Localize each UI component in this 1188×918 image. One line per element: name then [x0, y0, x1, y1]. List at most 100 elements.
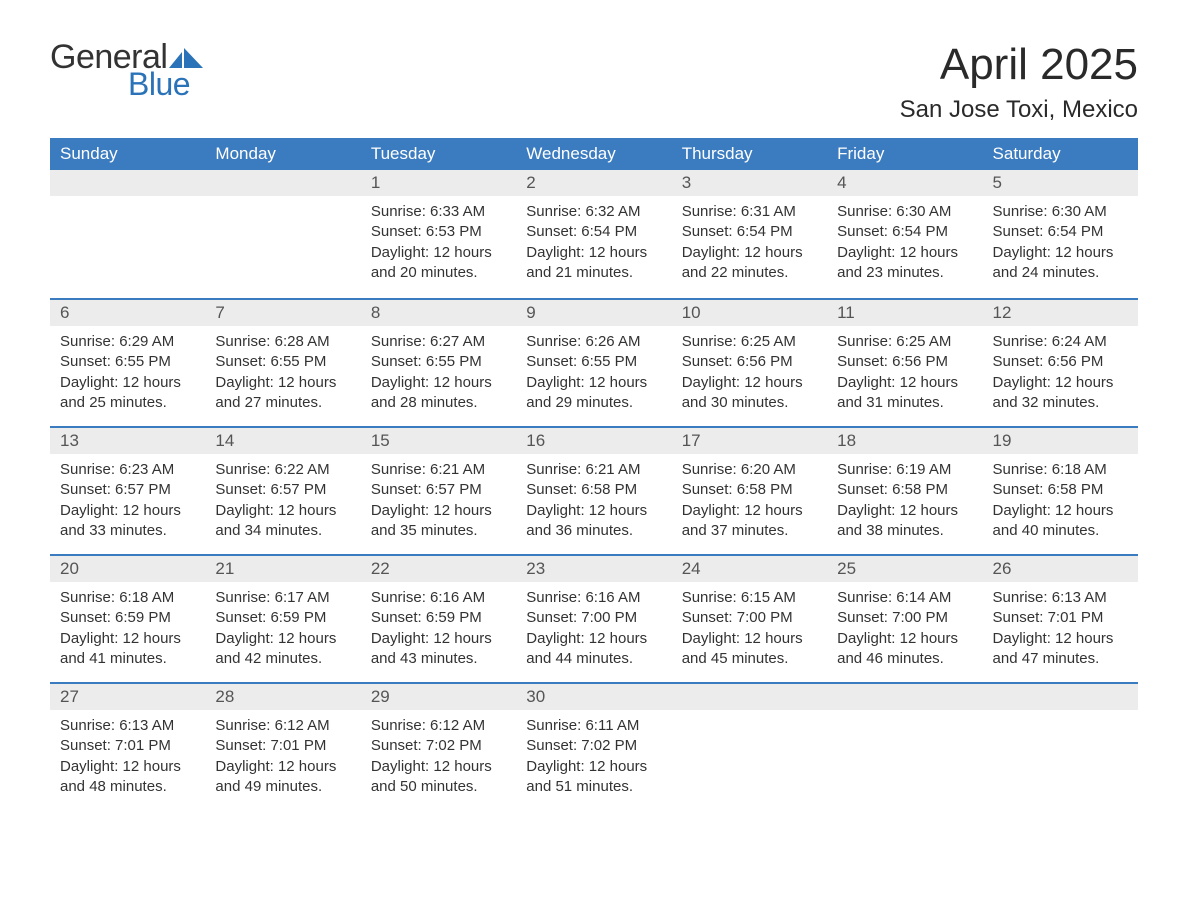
day-line-sunrise: Sunrise: 6:26 AM: [526, 332, 661, 352]
day-line-dl2: and 38 minutes.: [837, 521, 972, 541]
calendar-day: 14Sunrise: 6:22 AMSunset: 6:57 PMDayligh…: [205, 428, 360, 554]
day-line-dl2: and 49 minutes.: [215, 777, 350, 797]
day-number: 13: [50, 428, 205, 454]
day-line-sunrise: Sunrise: 6:19 AM: [837, 460, 972, 480]
day-line-sunrise: Sunrise: 6:14 AM: [837, 588, 972, 608]
day-line-dl1: Daylight: 12 hours: [993, 501, 1128, 521]
day-number: 17: [672, 428, 827, 454]
day-line-dl1: Daylight: 12 hours: [215, 501, 350, 521]
day-line-dl1: Daylight: 12 hours: [993, 629, 1128, 649]
day-line-dl2: and 40 minutes.: [993, 521, 1128, 541]
calendar: Sunday Monday Tuesday Wednesday Thursday…: [50, 138, 1138, 810]
day-line-dl1: Daylight: 12 hours: [371, 757, 506, 777]
day-number: 12: [983, 300, 1138, 326]
day-line-dl1: Daylight: 12 hours: [371, 373, 506, 393]
day-number: 25: [827, 556, 982, 582]
calendar-day: 9Sunrise: 6:26 AMSunset: 6:55 PMDaylight…: [516, 300, 671, 426]
day-line-sunset: Sunset: 6:56 PM: [837, 352, 972, 372]
day-line-sunset: Sunset: 6:59 PM: [215, 608, 350, 628]
day-number: 5: [983, 170, 1138, 196]
day-line-sunset: Sunset: 6:54 PM: [526, 222, 661, 242]
day-number: 28: [205, 684, 360, 710]
day-line-dl1: Daylight: 12 hours: [526, 757, 661, 777]
calendar-week: 13 Sunrise: 6:23 AM Sunset: 6:57 PM Dayligh…: [50, 426, 1138, 554]
day-line-dl2: and 31 minutes.: [837, 393, 972, 413]
day-detail: Sunrise: 6:30 AMSunset: 6:54 PMDaylight:…: [983, 196, 1138, 283]
day-line-dl1: Daylight: 12 hours: [682, 243, 817, 263]
day-detail: Sunrise: 6:26 AMSunset: 6:55 PMDaylight:…: [516, 326, 671, 413]
day-number: 7: [205, 300, 360, 326]
calendar-day: 27Sunrise: 6:13 AMSunset: 7:01 PMDayligh…: [50, 684, 205, 810]
day-line-dl2: and 43 minutes.: [371, 649, 506, 669]
day-number: 16: [516, 428, 671, 454]
day-line-sunset: Sunset: 7:00 PM: [682, 608, 817, 628]
day-line-sunset: Sunset: 7:01 PM: [215, 736, 350, 756]
day-detail: Sunrise: 6:13 AMSunset: 7:01 PMDaylight:…: [983, 582, 1138, 669]
calendar-day: 18Sunrise: 6:19 AMSunset: 6:58 PMDayligh…: [827, 428, 982, 554]
calendar-day: 21Sunrise: 6:17 AMSunset: 6:59 PMDayligh…: [205, 556, 360, 682]
day-line-sunrise: Sunrise: 6:12 AM: [215, 716, 350, 736]
month-title: April 2025: [900, 40, 1138, 90]
day-number: [205, 170, 360, 196]
day-line-dl1: Daylight: 12 hours: [60, 373, 195, 393]
calendar-day: 23Sunrise: 6:16 AMSunset: 7:00 PMDayligh…: [516, 556, 671, 682]
calendar-day: [672, 684, 827, 810]
day-line-sunset: Sunset: 6:54 PM: [993, 222, 1128, 242]
day-line-sunset: Sunset: 6:58 PM: [682, 480, 817, 500]
day-line-sunrise: Sunrise: 6:33 AM: [371, 202, 506, 222]
day-detail: Sunrise: 6:16 AMSunset: 6:59 PMDaylight:…: [361, 582, 516, 669]
day-number: [50, 170, 205, 196]
day-line-dl1: Daylight: 12 hours: [682, 373, 817, 393]
calendar-day: 12Sunrise: 6:24 AMSunset: 6:56 PMDayligh…: [983, 300, 1138, 426]
day-line-sunrise: Sunrise: 6:23 AM: [60, 460, 195, 480]
day-number: 14: [205, 428, 360, 454]
day-number: [672, 684, 827, 710]
day-line-dl1: Daylight: 12 hours: [837, 501, 972, 521]
day-detail: Sunrise: 6:18 AMSunset: 6:59 PMDaylight:…: [50, 582, 205, 669]
calendar-day: 22Sunrise: 6:16 AMSunset: 6:59 PMDayligh…: [361, 556, 516, 682]
day-detail: Sunrise: 6:19 AMSunset: 6:58 PMDaylight:…: [827, 454, 982, 541]
logo-triangles-icon: [169, 46, 205, 68]
day-detail: Sunrise: 6:30 AMSunset: 6:54 PMDaylight:…: [827, 196, 982, 283]
title-block: April 2025 San Jose Toxi, Mexico: [900, 40, 1138, 124]
day-line-sunset: Sunset: 6:53 PM: [371, 222, 506, 242]
day-line-dl1: Daylight: 12 hours: [60, 501, 195, 521]
day-line-dl1: Daylight: 12 hours: [60, 757, 195, 777]
calendar-day: 17Sunrise: 6:20 AMSunset: 6:58 PMDayligh…: [672, 428, 827, 554]
day-line-sunset: Sunset: 6:54 PM: [682, 222, 817, 242]
day-line-sunset: Sunset: 6:57 PM: [371, 480, 506, 500]
weeks-container: 1Sunrise: 6:33 AMSunset: 6:53 PMDaylight…: [50, 170, 1138, 810]
calendar-day: 1Sunrise: 6:33 AMSunset: 6:53 PMDaylight…: [361, 170, 516, 298]
day-number: 11: [827, 300, 982, 326]
weekday-header: Wednesday: [516, 138, 671, 170]
calendar-day: 16Sunrise: 6:21 AMSunset: 6:58 PMDayligh…: [516, 428, 671, 554]
day-detail: Sunrise: 6:25 AMSunset: 6:56 PMDaylight:…: [827, 326, 982, 413]
day-detail: Sunrise: 6:24 AMSunset: 6:56 PMDaylight:…: [983, 326, 1138, 413]
day-number: 29: [361, 684, 516, 710]
day-line-sunset: Sunset: 6:59 PM: [371, 608, 506, 628]
day-line-sunrise: Sunrise: 6:28 AM: [215, 332, 350, 352]
day-detail: Sunrise: 6:28 AMSunset: 6:55 PMDaylight:…: [205, 326, 360, 413]
calendar-day: 3Sunrise: 6:31 AMSunset: 6:54 PMDaylight…: [672, 170, 827, 298]
day-line-sunrise: Sunrise: 6:30 AM: [837, 202, 972, 222]
day-line-sunset: Sunset: 7:01 PM: [60, 736, 195, 756]
day-line-dl1: Daylight: 12 hours: [993, 373, 1128, 393]
calendar-day: 28Sunrise: 6:12 AMSunset: 7:01 PMDayligh…: [205, 684, 360, 810]
day-line-sunrise: Sunrise: 6:17 AM: [215, 588, 350, 608]
day-line-dl1: Daylight: 12 hours: [526, 243, 661, 263]
day-line-sunrise: Sunrise: 6:29 AM: [60, 332, 195, 352]
day-line-dl2: and 24 minutes.: [993, 263, 1128, 283]
day-detail: Sunrise: 6:21 AMSunset: 6:57 PMDaylight:…: [361, 454, 516, 541]
calendar-day: 4Sunrise: 6:30 AMSunset: 6:54 PMDaylight…: [827, 170, 982, 298]
calendar-day: 8Sunrise: 6:27 AMSunset: 6:55 PMDaylight…: [361, 300, 516, 426]
day-line-dl2: and 30 minutes.: [682, 393, 817, 413]
calendar-day: [205, 170, 360, 298]
day-line-dl2: and 47 minutes.: [993, 649, 1128, 669]
day-line-sunset: Sunset: 6:55 PM: [526, 352, 661, 372]
day-number: 9: [516, 300, 671, 326]
day-number: 2: [516, 170, 671, 196]
day-line-dl2: and 25 minutes.: [60, 393, 195, 413]
day-line-sunrise: Sunrise: 6:21 AM: [526, 460, 661, 480]
day-detail: Sunrise: 6:20 AMSunset: 6:58 PMDaylight:…: [672, 454, 827, 541]
calendar-day: 5Sunrise: 6:30 AMSunset: 6:54 PMDaylight…: [983, 170, 1138, 298]
